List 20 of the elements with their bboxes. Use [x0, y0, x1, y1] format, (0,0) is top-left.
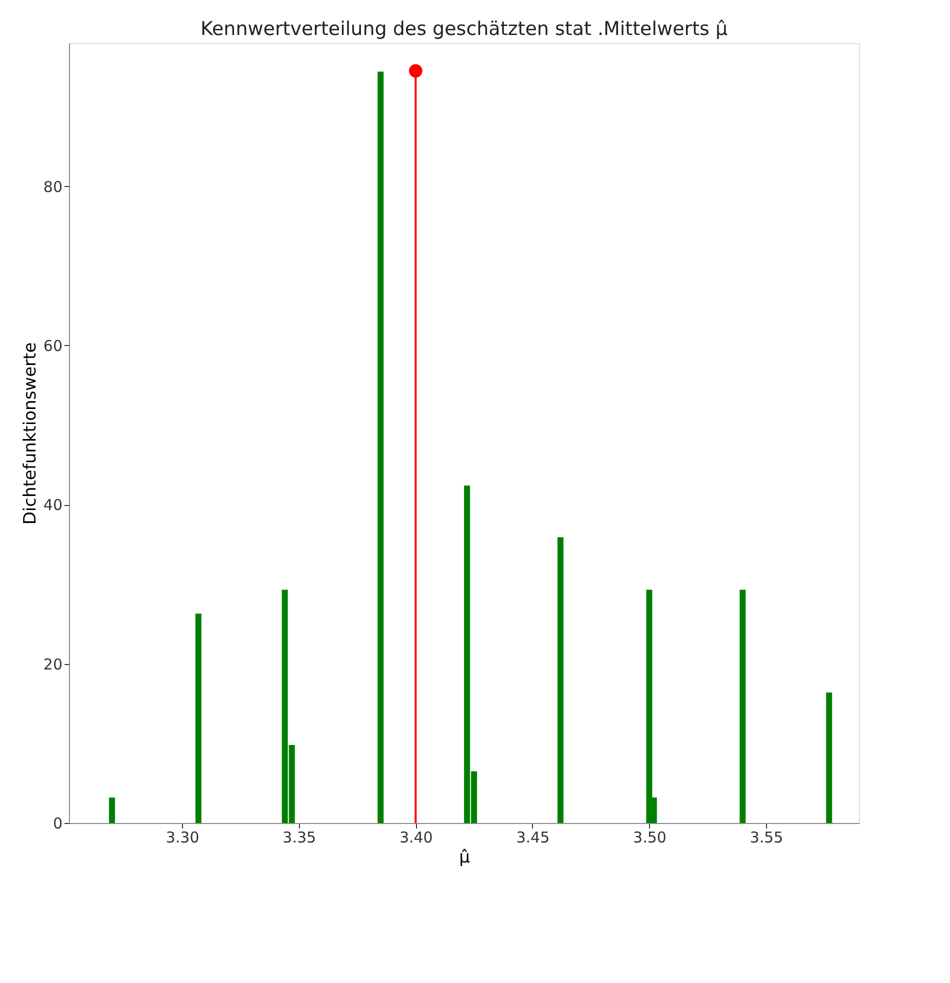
bar	[378, 72, 384, 823]
x-tick-label: 3.55	[750, 828, 784, 846]
bar	[740, 590, 746, 823]
bar	[108, 798, 115, 823]
x-tick-label: 3.35	[282, 828, 316, 846]
x-axis-title: μ̂	[459, 848, 470, 868]
x-tick-label: 3.40	[399, 828, 433, 846]
y-tick-label: 80	[43, 178, 62, 196]
y-tick-label: 40	[43, 496, 62, 514]
x-tick-label: 3.45	[516, 828, 550, 846]
bar	[195, 614, 202, 823]
bar	[826, 692, 832, 823]
y-tick-label: 60	[43, 336, 62, 355]
bar	[557, 537, 564, 823]
x-tick-label: 3.30	[166, 828, 200, 846]
y-tick-label: 0	[52, 814, 62, 832]
x-tick-label: 3.50	[633, 828, 666, 846]
y-tick-label: 20	[43, 655, 62, 674]
y-axis-title: Dichtefunktionswerte	[20, 342, 40, 525]
chart-title: Kennwertverteilung des geschätzten stat .Mittelwerts μ̂	[200, 18, 728, 40]
